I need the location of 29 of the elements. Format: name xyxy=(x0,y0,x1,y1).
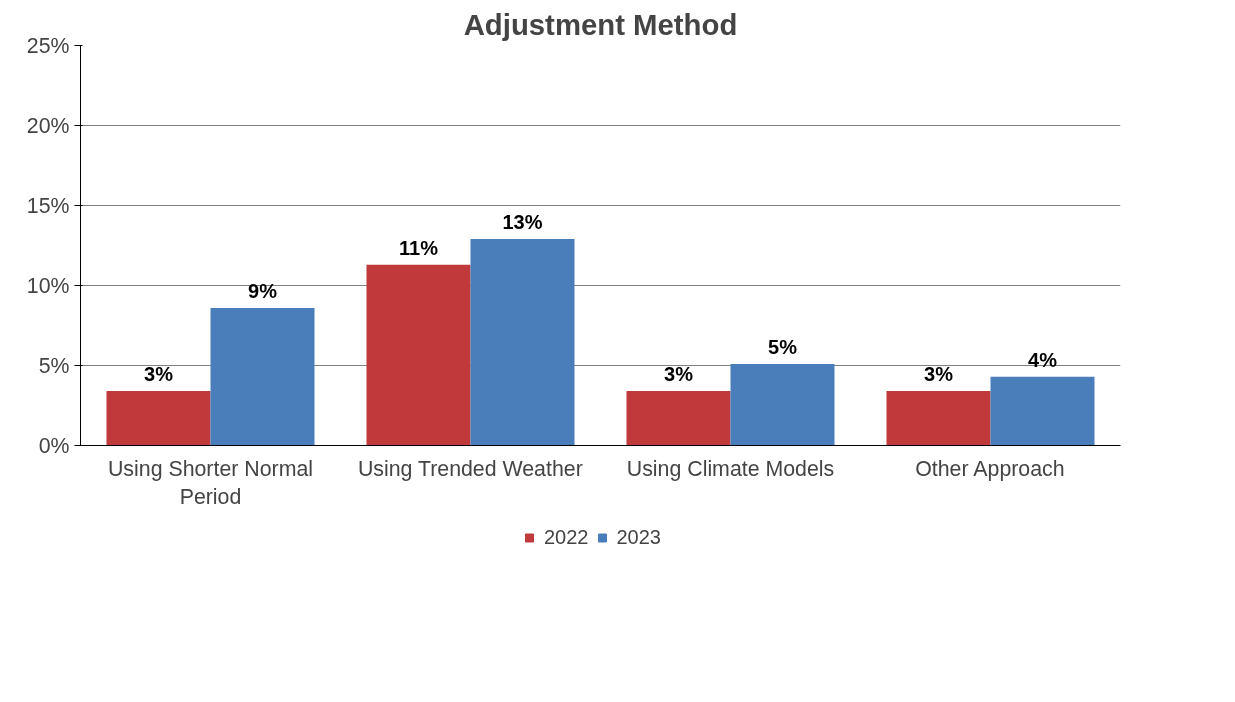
data-label: 3% xyxy=(924,363,954,386)
x-tick-label: Using Climate Models xyxy=(626,456,835,481)
bar xyxy=(106,391,211,446)
bar xyxy=(990,376,1095,446)
chart-title: Adjustment Method xyxy=(463,7,738,41)
x-tick-label: Using Shorter Normal Period xyxy=(107,456,314,510)
y-tick-label: 5% xyxy=(38,353,70,378)
bar xyxy=(210,307,315,446)
bar xyxy=(470,239,575,446)
bar xyxy=(730,363,835,446)
y-tick-label: 0% xyxy=(38,433,70,458)
data-label: 3% xyxy=(664,363,694,386)
data-label: 5% xyxy=(768,335,798,358)
data-label: 11% xyxy=(399,236,439,259)
x-tick-label: Other Approach xyxy=(915,456,1065,481)
bar xyxy=(366,264,471,446)
x-tick-label: Using Trended Weather xyxy=(357,456,583,481)
y-tick-label: 25% xyxy=(26,33,70,58)
legend-label: 2022 xyxy=(544,525,589,549)
y-tick-label: 15% xyxy=(26,193,70,218)
data-label: 3% xyxy=(144,363,174,386)
data-label: 4% xyxy=(1028,348,1058,371)
bar xyxy=(626,391,731,446)
legend-label: 2023 xyxy=(616,525,661,549)
y-tick-label: 20% xyxy=(26,113,70,138)
data-label: 13% xyxy=(502,211,543,234)
bar xyxy=(886,391,991,446)
y-tick-label: 10% xyxy=(26,273,70,298)
data-label: 9% xyxy=(248,279,278,302)
